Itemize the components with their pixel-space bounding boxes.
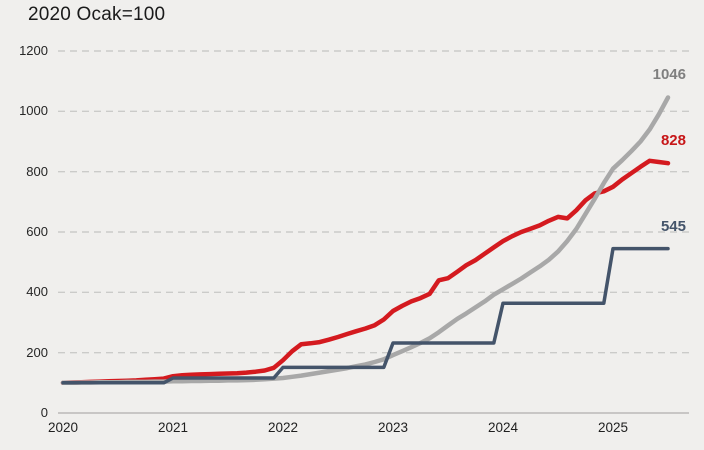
x-axis-tick-label: 2020: [47, 420, 79, 435]
red-series-line: [60, 158, 671, 386]
y-axis-tick-label: 600: [26, 224, 48, 239]
series-end-label-gray: 1046: [652, 66, 686, 83]
x-axis-tick-label: 2024: [487, 420, 519, 435]
chart-title: 2020 Ocak=100: [28, 4, 166, 25]
y-axis-tick-label: 800: [26, 163, 48, 179]
x-axis-tick-label: 2025: [597, 420, 629, 435]
y-axis-tick-label: 1000: [19, 103, 48, 119]
gray-series-line: [60, 95, 671, 386]
y-axis-tick-label: 200: [26, 344, 48, 360]
x-axis-tick-label: 2021: [157, 420, 189, 435]
series-end-label-navy: 545: [660, 218, 686, 235]
series-end-label-red: 828: [660, 132, 686, 149]
y-axis-tick-label: 0: [40, 405, 48, 420]
navy-series-line: [61, 246, 670, 385]
x-axis-tick-label: 2023: [377, 420, 409, 435]
y-axis-tick-label: 1200: [19, 43, 48, 58]
y-axis-tick-label: 400: [26, 284, 48, 300]
x-axis-tick-label: 2022: [267, 420, 299, 435]
